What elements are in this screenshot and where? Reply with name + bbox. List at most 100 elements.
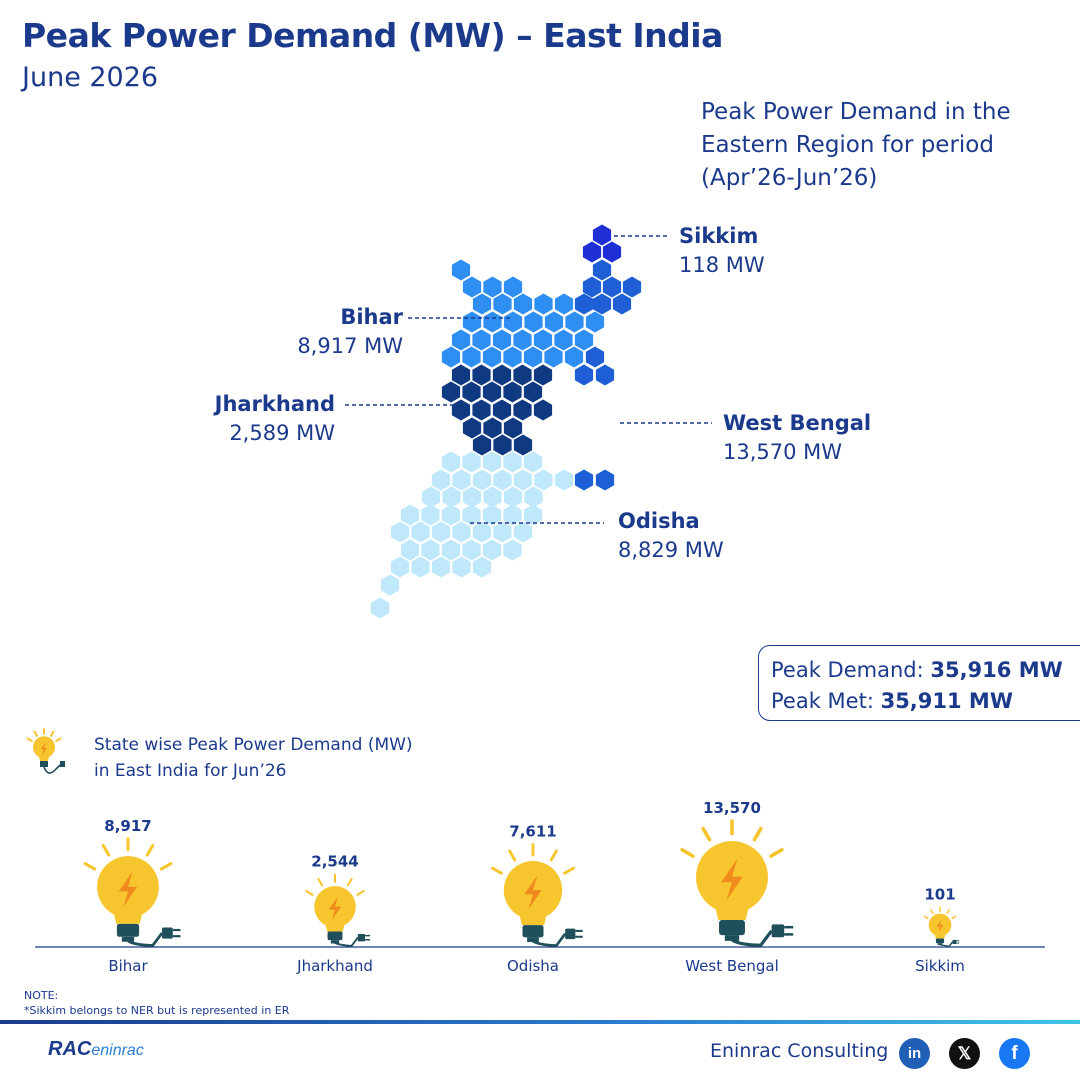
label-bihar: Bihar 8,917 MW [240, 303, 403, 361]
hex-bihar [513, 329, 532, 351]
footer-divider [0, 1020, 1080, 1024]
bulb-ray [346, 877, 353, 887]
hex-jharkhand [503, 381, 522, 403]
hex-jharkhand [441, 381, 461, 403]
hex-odisha [411, 521, 430, 543]
hex-odisha [472, 521, 492, 543]
bulb-category-label: Sikkim [915, 957, 965, 975]
label-jharkhand-name: Jharkhand [214, 392, 335, 416]
page-subtitle: June 2026 [22, 62, 159, 93]
eninrac-logo: RACeninrac [48, 1038, 144, 1061]
hex-odisha [462, 451, 481, 473]
hex-bihar [544, 311, 564, 333]
label-jharkhand-value: 2,589 MW [229, 421, 335, 445]
hex-odisha [431, 469, 451, 491]
bulb-ray [680, 847, 695, 858]
label-odisha: Odisha 8,829 MW [618, 507, 724, 565]
bulb-bolt [721, 858, 743, 901]
hex-bihar [483, 276, 502, 298]
legend-bulb-bolt [41, 742, 47, 755]
bulb-ray [951, 915, 957, 920]
hex-odisha [421, 486, 441, 508]
hex-bihar [462, 311, 482, 333]
hex-odisha [431, 521, 451, 543]
label-west-bengal-name: West Bengal [723, 411, 872, 435]
hex-jharkhand [523, 381, 543, 403]
hex-bihar [574, 329, 594, 351]
hex-west-bengal [585, 346, 605, 368]
hex-odisha [431, 556, 451, 578]
hex-west-bengal [582, 276, 602, 298]
peak-met-value: 35,911 MW [880, 689, 1013, 713]
hex-bihar [585, 311, 605, 333]
hex-west-bengal [574, 364, 594, 386]
legend-bulb-ray [55, 737, 62, 742]
bulb-ray [491, 866, 503, 875]
hex-bihar [493, 293, 512, 315]
hex-jharkhand [513, 364, 532, 386]
bulb-mark [305, 873, 371, 947]
hex-odisha [370, 597, 390, 619]
legend-line-2: in East India for Jun’26 [94, 761, 287, 781]
bulb-ray [769, 847, 784, 858]
hex-odisha [493, 521, 512, 543]
bulb-ray [317, 877, 324, 887]
hex-odisha [390, 521, 410, 543]
bulb-ray [701, 826, 712, 842]
hex-jharkhand [492, 399, 512, 421]
bulb-mark [680, 819, 794, 947]
hex-odisha [503, 539, 522, 561]
hex-odisha [503, 486, 523, 508]
bulb-cord [731, 929, 773, 947]
hex-jharkhand [503, 417, 523, 439]
hex-west-bengal [592, 259, 612, 281]
hex-jharkhand [513, 434, 533, 456]
hex-bihar [513, 293, 533, 315]
hex-bihar [564, 346, 584, 368]
bulb-ray [752, 826, 763, 842]
hex-bihar [441, 346, 461, 368]
hex-odisha [503, 504, 522, 526]
hex-odisha [411, 556, 430, 578]
x-icon[interactable]: 𝕏 [949, 1038, 980, 1069]
hex-odisha [534, 469, 553, 491]
label-bihar-name: Bihar [340, 305, 403, 329]
label-jharkhand: Jharkhand 2,589 MW [140, 390, 335, 448]
hex-bihar [565, 311, 584, 333]
hex-odisha [400, 504, 420, 526]
footnote-text: *Sikkim belongs to NER but is represente… [24, 1004, 290, 1017]
bulb-legend-icon [26, 728, 65, 774]
label-bihar-value: 8,917 MW [297, 334, 403, 358]
hex-odisha [441, 451, 461, 473]
hex-sikkim [582, 241, 602, 263]
label-odisha-value: 8,829 MW [618, 538, 724, 562]
hex-bihar [483, 311, 502, 333]
bulb-tip [121, 936, 135, 942]
peak-met-label: Peak Met: [771, 689, 881, 713]
hex-west-bengal [612, 293, 632, 315]
hex-jharkhand [533, 364, 553, 386]
hex-bihar [492, 329, 512, 351]
hex-odisha [400, 539, 420, 561]
bulb-value-label: 8,917 [104, 817, 151, 835]
hex-sikkim [592, 224, 612, 246]
bulb-plug [565, 928, 576, 940]
bulb-marks: 8,917 Bihar 2,544 Jharkhand 7,611 Odisha 13,57… [83, 799, 965, 975]
peak-demand-value: 35,916 MW [930, 658, 1063, 682]
hex-jharkhand [472, 364, 491, 386]
east-india-hex-map [345, 224, 712, 619]
bulb-plug [357, 933, 366, 942]
hex-odisha [441, 504, 461, 526]
label-west-bengal-value: 13,570 MW [723, 440, 843, 464]
bulb-cord [939, 941, 954, 948]
bulb-ray [563, 866, 575, 875]
bulb-category-label: West Bengal [685, 957, 779, 975]
bulb-mark [83, 837, 181, 947]
linkedin-icon[interactable]: in [899, 1038, 930, 1069]
hex-jharkhand [513, 399, 532, 421]
bulb-base [935, 938, 945, 944]
bulb-ray [83, 862, 97, 871]
hex-cells [370, 224, 642, 619]
bulb-tip [937, 943, 943, 946]
facebook-icon[interactable]: f [999, 1038, 1030, 1069]
